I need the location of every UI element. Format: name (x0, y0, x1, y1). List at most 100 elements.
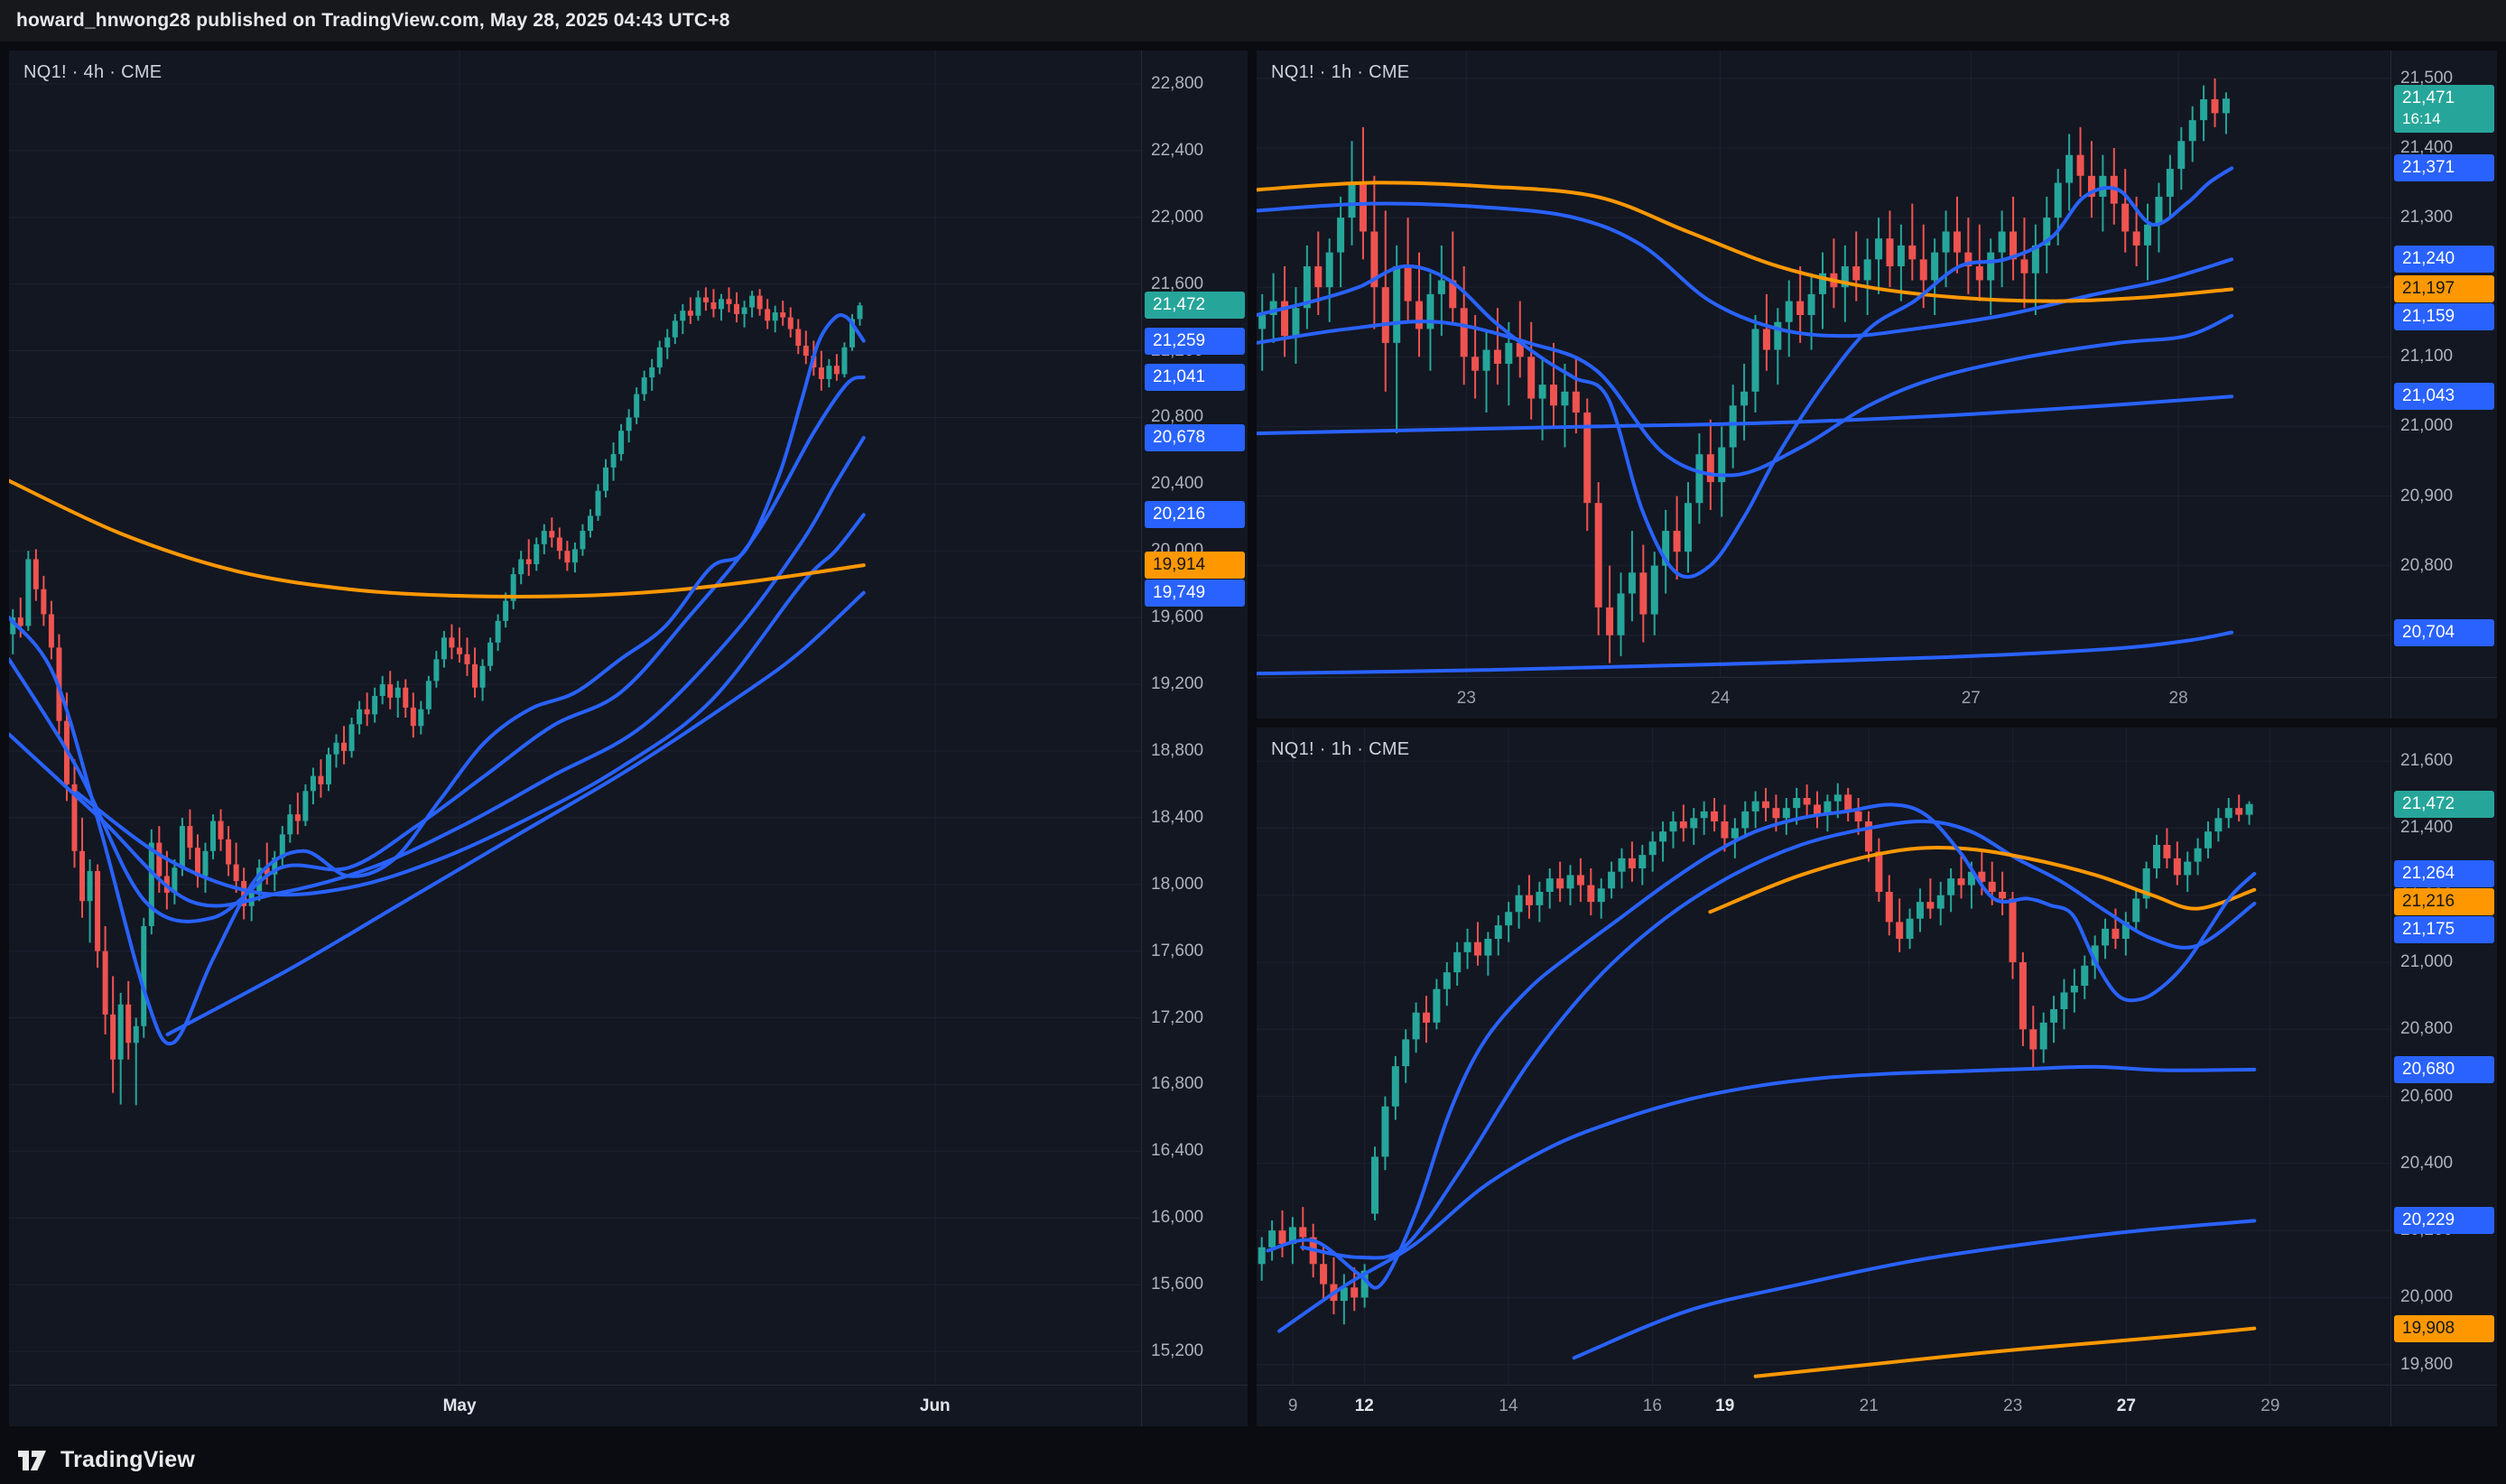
tradingview-wordmark[interactable]: TradingView (60, 1446, 196, 1472)
ma-blue-200 (1277, 1064, 2257, 1333)
y-axis-tick: 21,600 (1151, 274, 1204, 293)
y-axis-tick: 18,000 (1151, 874, 1204, 894)
chart-canvas[interactable] (1257, 728, 2390, 1385)
ma-blue-med (1257, 313, 2234, 478)
y-axis-tick: 15,600 (1151, 1275, 1204, 1294)
chart-title-1h-bottom: NQ1! · 1h · CME (1271, 739, 1410, 759)
chart-panel-4h: 22,80022,40022,00021,60021,20020,80020,4… (9, 51, 1248, 1426)
price-axis-1h-bottom[interactable]: 21,60021,40021,20021,00020,80020,60020,4… (2390, 728, 2497, 1385)
axis-corner (2390, 677, 2497, 719)
y-axis-tick: 21,400 (2400, 137, 2454, 157)
y-axis-tick: 21,000 (2400, 952, 2454, 971)
tradingview-logo[interactable] (18, 1448, 49, 1471)
ma-blue-50 (1257, 201, 2234, 339)
ma-orange-long (1753, 1326, 2257, 1378)
x-axis-tick: 28 (2168, 688, 2188, 708)
ma-blue-low (1572, 1219, 2257, 1360)
price-label: 21,471 16:14 (2394, 85, 2494, 134)
price-label: 20,216 (1145, 501, 1245, 529)
y-axis-tick: 20,800 (2400, 1019, 2454, 1039)
price-label: 19,914 (1145, 552, 1245, 580)
axis-corner (1141, 1385, 1248, 1426)
y-axis-tick: 21,400 (2400, 818, 2454, 838)
ma-orange (1257, 181, 2234, 303)
price-label: 21,259 (1145, 327, 1245, 355)
x-axis-tick: 12 (1354, 1396, 1374, 1415)
ma-blue-fast (1257, 166, 2234, 580)
price-label: 20,678 (1145, 423, 1245, 451)
y-axis-tick: 21,500 (2400, 68, 2454, 88)
y-axis-tick: 21,000 (2400, 416, 2454, 436)
time-axis-1h-bottom[interactable]: 9 12 14 16 19 21 23 27 29 (1257, 1385, 2390, 1426)
price-label: 19,749 (1145, 580, 1245, 608)
y-axis-tick: 20,400 (2400, 1153, 2454, 1173)
x-axis-tick: 29 (2260, 1396, 2280, 1415)
chart-plot-1h-top[interactable] (1257, 51, 2390, 677)
price-label: 20,680 (2394, 1055, 2494, 1083)
chart-plot-4h[interactable] (9, 51, 1141, 1385)
chart-plot-1h-bottom[interactable] (1257, 728, 2390, 1385)
price-label: 21,159 (2394, 303, 2494, 331)
y-axis-tick: 22,800 (1151, 73, 1204, 93)
x-axis-tick: 16 (1642, 1396, 1662, 1415)
y-axis-tick: 16,000 (1151, 1208, 1204, 1228)
ma-blue-fast (9, 313, 866, 1046)
right-column: 21,50021,40021,30021,20021,10021,00020,9… (1257, 51, 2497, 1426)
y-axis-tick: 15,200 (1151, 1341, 1204, 1361)
price-label: 21,472 (2394, 790, 2494, 818)
price-label: 21,175 (2394, 915, 2494, 943)
price-label: 21,240 (2394, 246, 2494, 274)
y-axis-tick: 22,400 (1151, 140, 1204, 160)
ma-blue-fast (1266, 802, 2257, 1290)
price-label: 21,371 (2394, 154, 2494, 182)
chart-canvas[interactable] (9, 51, 1141, 1385)
ma-blue-bottom (1257, 630, 2234, 676)
y-axis-tick: 20,900 (2400, 486, 2454, 505)
ma-blue-med (1300, 819, 2257, 1260)
price-label: 21,472 (1145, 292, 1245, 320)
y-axis-tick: 22,000 (1151, 207, 1204, 227)
price-label: 21,043 (2394, 383, 2494, 411)
price-axis-1h-top[interactable]: 21,50021,40021,30021,20021,10021,00020,9… (2390, 51, 2497, 677)
y-axis-tick: 20,800 (2400, 555, 2454, 575)
publish-header: howard_hnwong28 published on TradingView… (0, 0, 2506, 42)
y-axis-tick: 16,800 (1151, 1074, 1204, 1094)
y-axis-tick: 20,400 (1151, 474, 1204, 494)
x-axis-tick: 14 (1499, 1396, 1518, 1415)
chart-title-4h: NQ1! · 4h · CME (23, 62, 162, 82)
price-label: 19,908 (2394, 1314, 2494, 1342)
chart-panel-1h-top: 21,50021,40021,30021,20021,10021,00020,9… (1257, 51, 2497, 719)
ma-orange-med (1708, 846, 2257, 914)
price-axis-4h[interactable]: 22,80022,40022,00021,60021,20020,80020,4… (1141, 51, 1248, 1385)
x-axis-tick: 23 (1456, 688, 1476, 708)
price-label: 21,197 (2394, 275, 2494, 303)
y-axis-tick: 17,200 (1151, 1007, 1204, 1027)
x-axis-tick: Jun (919, 1396, 951, 1415)
y-axis-tick: 21,100 (2400, 347, 2454, 366)
chart-canvas[interactable] (1257, 51, 2390, 677)
time-axis-4h[interactable]: May Jun (9, 1385, 1141, 1426)
ma-blue-longest (165, 590, 866, 1037)
x-axis-tick: 9 (1287, 1396, 1298, 1415)
ma-blue-slow (75, 513, 866, 897)
ma-blue-med (9, 375, 866, 923)
y-axis-tick: 18,800 (1151, 740, 1204, 760)
chart-panel-1h-bottom: 21,60021,40021,20021,00020,80020,60020,4… (1257, 728, 2497, 1426)
y-axis-tick: 21,300 (2400, 208, 2454, 227)
y-axis-tick: 19,200 (1151, 674, 1204, 694)
price-label: 21,041 (1145, 363, 1245, 391)
ma-orange-200 (9, 478, 866, 598)
x-axis-tick: 27 (2116, 1396, 2136, 1415)
price-label: 21,216 (2394, 887, 2494, 915)
x-axis-tick: 21 (1859, 1396, 1879, 1415)
y-axis-tick: 21,600 (2400, 751, 2454, 771)
y-axis-tick: 17,600 (1151, 941, 1204, 960)
price-label: 20,704 (2394, 618, 2494, 646)
chart-grid: 22,80022,40022,00021,60021,20020,80020,4… (0, 42, 2506, 1435)
price-label: 21,264 (2394, 859, 2494, 887)
x-axis-tick: 24 (1711, 688, 1731, 708)
y-axis-tick: 20,000 (2400, 1287, 2454, 1307)
y-axis-tick: 19,800 (2400, 1354, 2454, 1374)
time-axis-1h-top[interactable]: 23 24 27 28 (1257, 677, 2390, 719)
